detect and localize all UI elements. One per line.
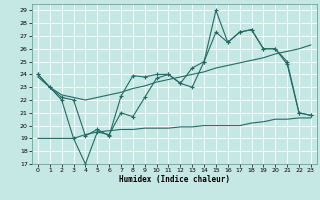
X-axis label: Humidex (Indice chaleur): Humidex (Indice chaleur) xyxy=(119,175,230,184)
